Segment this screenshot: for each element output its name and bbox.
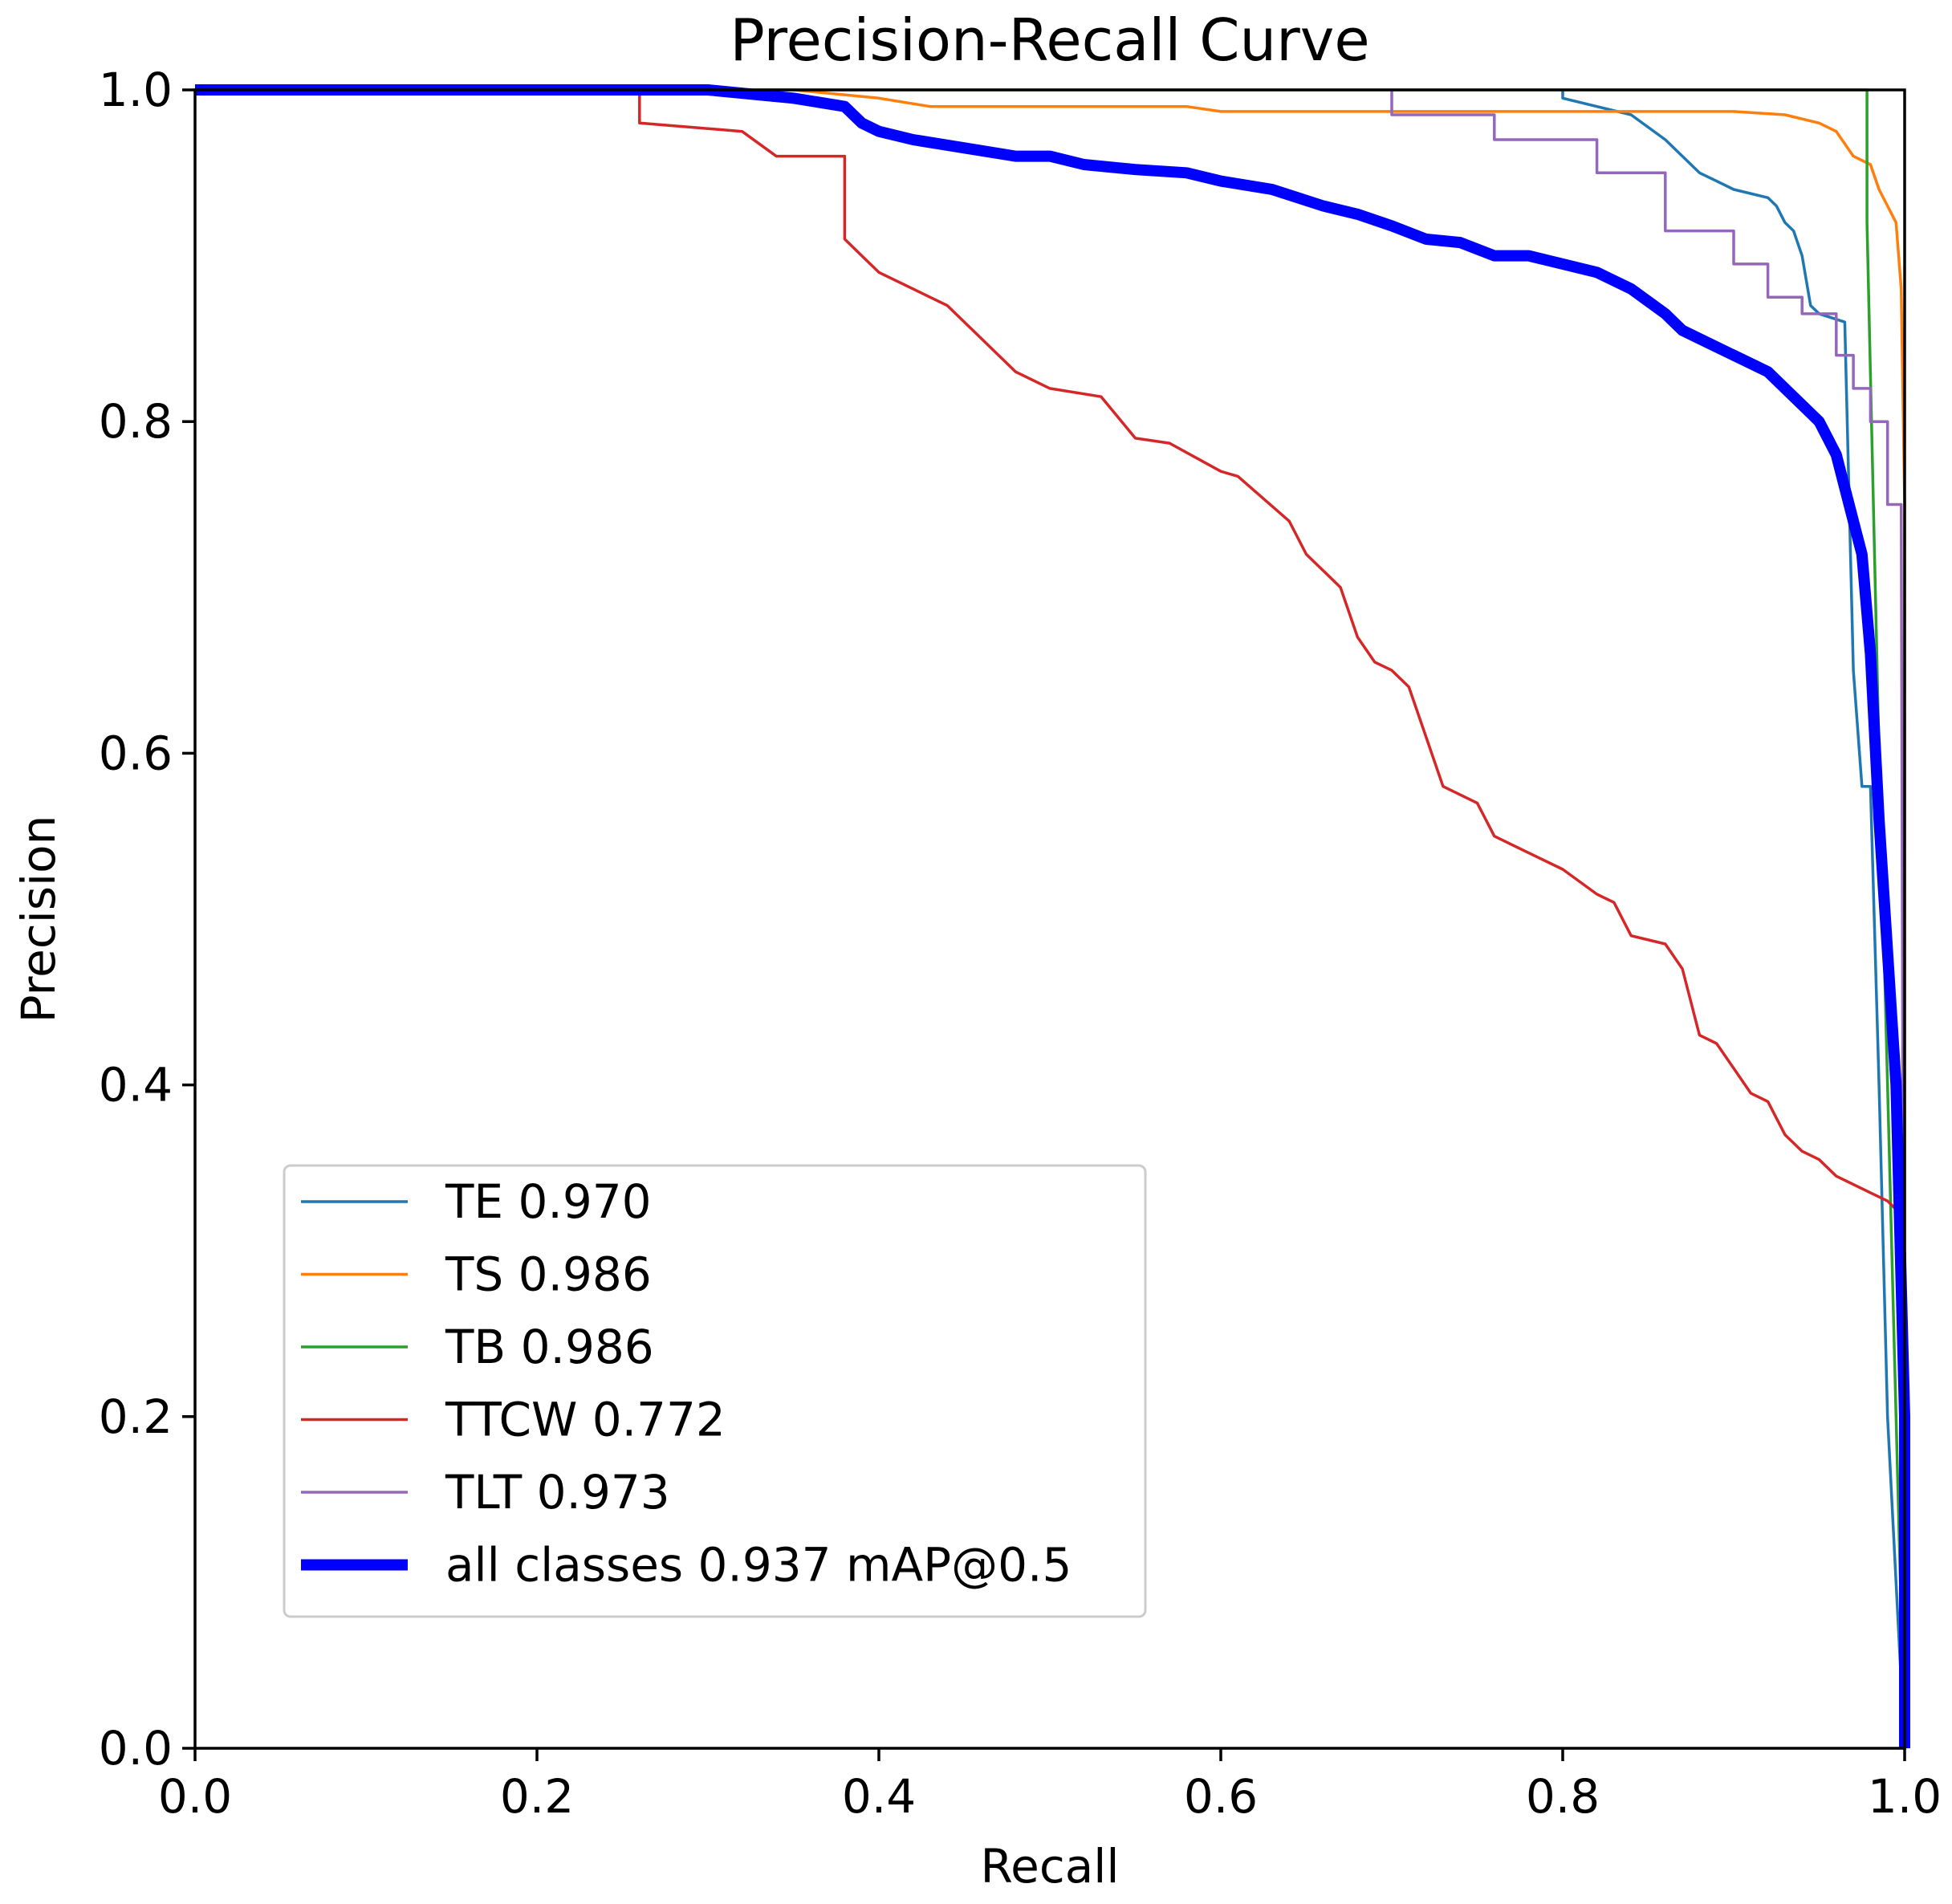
y-tick-label: 0.6 (99, 726, 173, 780)
x-tick-label: 0.8 (1526, 1769, 1600, 1824)
legend-label-3: TB 0.986 (445, 1320, 654, 1374)
legend-box (283, 1164, 1147, 1618)
series-line-5 (1390, 90, 1906, 1749)
series-line-4 (194, 88, 1906, 1219)
chart-title: Precision-Recall Curve (730, 6, 1369, 74)
x-tick-label: 0.6 (1184, 1769, 1258, 1824)
y-tick-label: 0.2 (99, 1389, 173, 1444)
y-tick-label: 1.0 (99, 63, 173, 117)
x-tick-label: 0.2 (500, 1769, 574, 1824)
series-line-2 (195, 88, 1906, 1748)
x-tick-label: 1.0 (1868, 1769, 1942, 1824)
legend-label-2: TS 0.986 (445, 1247, 652, 1302)
y-tick-label: 0.8 (99, 394, 173, 449)
series-line-6 (195, 84, 1910, 1748)
x-tick-label: 0.4 (842, 1769, 916, 1824)
legend: TE 0.970 TS 0.986 TB 0.986 TTCW 0.772 TLT 0.… (283, 1164, 1147, 1618)
x-axis-label: Recall (980, 1839, 1119, 1894)
y-tick-label: 0.4 (99, 1058, 173, 1113)
legend-label-1: TE 0.970 (445, 1174, 652, 1229)
legend-label-6: all classes 0.937 mAP@0.5 (445, 1538, 1072, 1593)
legend-entries: TE 0.970 TS 0.986 TB 0.986 TTCW 0.772 TLT 0.… (301, 1174, 1072, 1593)
series-line-1 (1561, 90, 1906, 1749)
y-axis-label: Precision (11, 816, 66, 1023)
plot-frame (193, 88, 1906, 1750)
y-tick-label: 0.0 (99, 1721, 173, 1776)
y-axis-ticks: 0.0 0.2 0.4 0.6 0.8 1.0 (99, 63, 195, 1776)
legend-label-4: TTCW 0.772 (445, 1393, 726, 1447)
x-tick-label: 0.0 (158, 1769, 232, 1824)
legend-label-5: TLT 0.973 (445, 1465, 670, 1520)
x-axis-ticks: 0.0 0.2 0.4 0.6 0.8 1.0 (158, 1748, 1942, 1824)
